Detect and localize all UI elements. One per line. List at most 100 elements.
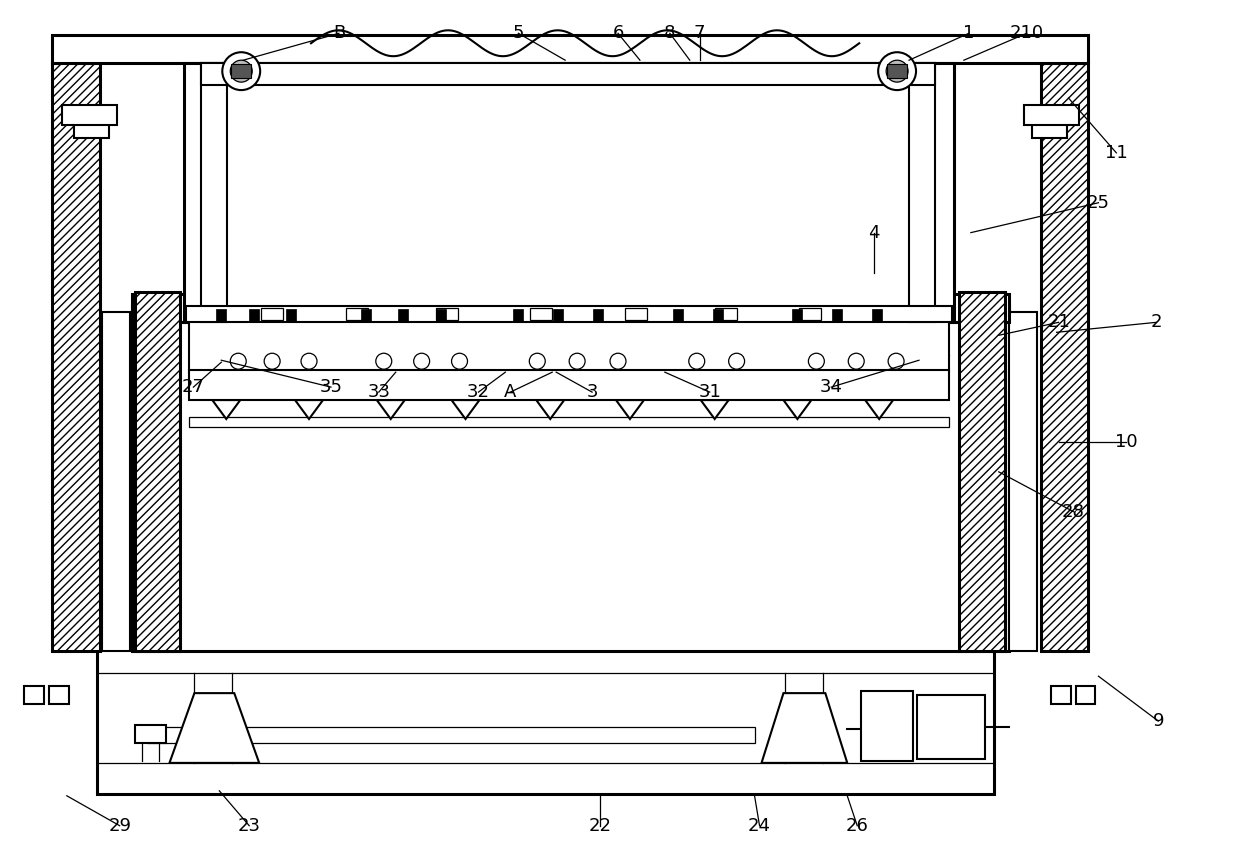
Text: 3: 3 — [587, 383, 598, 401]
Circle shape — [688, 354, 704, 369]
Circle shape — [878, 52, 916, 90]
Polygon shape — [451, 400, 480, 419]
Polygon shape — [170, 694, 259, 763]
Circle shape — [569, 354, 585, 369]
Bar — [909, 63, 935, 322]
Bar — [513, 309, 523, 322]
Bar — [1032, 108, 1066, 138]
Text: 4: 4 — [868, 223, 880, 242]
Bar — [52, 35, 1089, 63]
Bar — [249, 309, 259, 322]
Text: 22: 22 — [589, 817, 611, 835]
Bar — [185, 63, 954, 322]
Bar — [346, 308, 368, 320]
Bar — [190, 417, 949, 427]
Bar — [201, 68, 937, 305]
Text: 33: 33 — [367, 383, 391, 401]
Bar — [97, 649, 993, 794]
Circle shape — [887, 60, 908, 82]
Polygon shape — [761, 694, 847, 763]
Bar — [1075, 686, 1095, 704]
Bar — [1008, 313, 1037, 651]
Polygon shape — [212, 400, 241, 419]
Bar — [190, 319, 949, 372]
Bar — [918, 695, 985, 759]
Bar — [102, 313, 130, 651]
Text: 7: 7 — [694, 25, 706, 43]
Bar — [135, 292, 181, 651]
Bar — [216, 309, 226, 322]
Bar — [262, 308, 283, 320]
Circle shape — [729, 354, 744, 369]
Circle shape — [264, 354, 280, 369]
Bar — [887, 64, 908, 78]
Text: B: B — [332, 25, 345, 43]
Bar — [1024, 105, 1079, 125]
Bar — [714, 308, 737, 320]
Circle shape — [848, 354, 864, 369]
Text: A: A — [505, 383, 517, 401]
Bar — [553, 309, 563, 322]
Text: 32: 32 — [467, 383, 490, 401]
Bar — [872, 309, 882, 322]
Bar — [625, 308, 647, 320]
Bar — [186, 307, 952, 322]
Text: 1: 1 — [963, 25, 975, 43]
Polygon shape — [377, 400, 404, 419]
Polygon shape — [701, 400, 729, 419]
Text: 23: 23 — [238, 817, 260, 835]
Circle shape — [231, 354, 247, 369]
Bar — [52, 63, 99, 651]
Bar — [62, 105, 117, 125]
Bar — [800, 308, 821, 320]
Circle shape — [231, 60, 252, 82]
Text: 11: 11 — [1105, 144, 1127, 162]
Bar — [713, 309, 723, 322]
Text: 35: 35 — [320, 378, 342, 396]
Text: 24: 24 — [748, 817, 771, 835]
Bar — [232, 64, 252, 78]
Bar — [74, 108, 109, 138]
Bar — [48, 686, 68, 704]
Text: 8: 8 — [665, 25, 676, 43]
Bar — [190, 370, 949, 400]
Text: 31: 31 — [698, 383, 722, 401]
Bar — [135, 725, 166, 743]
Text: 21: 21 — [1047, 314, 1070, 331]
Text: 2: 2 — [1151, 314, 1162, 331]
Circle shape — [808, 354, 825, 369]
Text: 6: 6 — [613, 25, 624, 43]
Bar — [792, 309, 802, 322]
Bar — [1050, 686, 1070, 704]
Bar — [862, 691, 913, 761]
Circle shape — [888, 354, 904, 369]
Bar — [146, 727, 755, 743]
Circle shape — [414, 354, 429, 369]
Bar — [832, 309, 842, 322]
Bar — [435, 309, 445, 322]
Text: 210: 210 — [1009, 25, 1044, 43]
Bar — [593, 309, 603, 322]
Bar — [131, 304, 1008, 651]
Text: 26: 26 — [846, 817, 869, 835]
Bar — [435, 308, 458, 320]
Bar — [361, 309, 371, 322]
Text: 29: 29 — [108, 817, 131, 835]
Bar — [531, 308, 552, 320]
Bar — [1040, 63, 1089, 651]
Text: 10: 10 — [1115, 433, 1137, 451]
Bar — [398, 309, 408, 322]
Polygon shape — [295, 400, 322, 419]
Text: 28: 28 — [1063, 503, 1085, 521]
Bar — [959, 292, 1004, 651]
Circle shape — [376, 354, 392, 369]
Circle shape — [610, 354, 626, 369]
Text: 34: 34 — [820, 378, 843, 396]
Text: 27: 27 — [182, 378, 205, 396]
Bar — [673, 309, 683, 322]
Circle shape — [529, 354, 546, 369]
Text: 5: 5 — [512, 25, 525, 43]
Text: 9: 9 — [1152, 712, 1164, 730]
Text: 25: 25 — [1087, 193, 1110, 212]
Polygon shape — [616, 400, 644, 419]
